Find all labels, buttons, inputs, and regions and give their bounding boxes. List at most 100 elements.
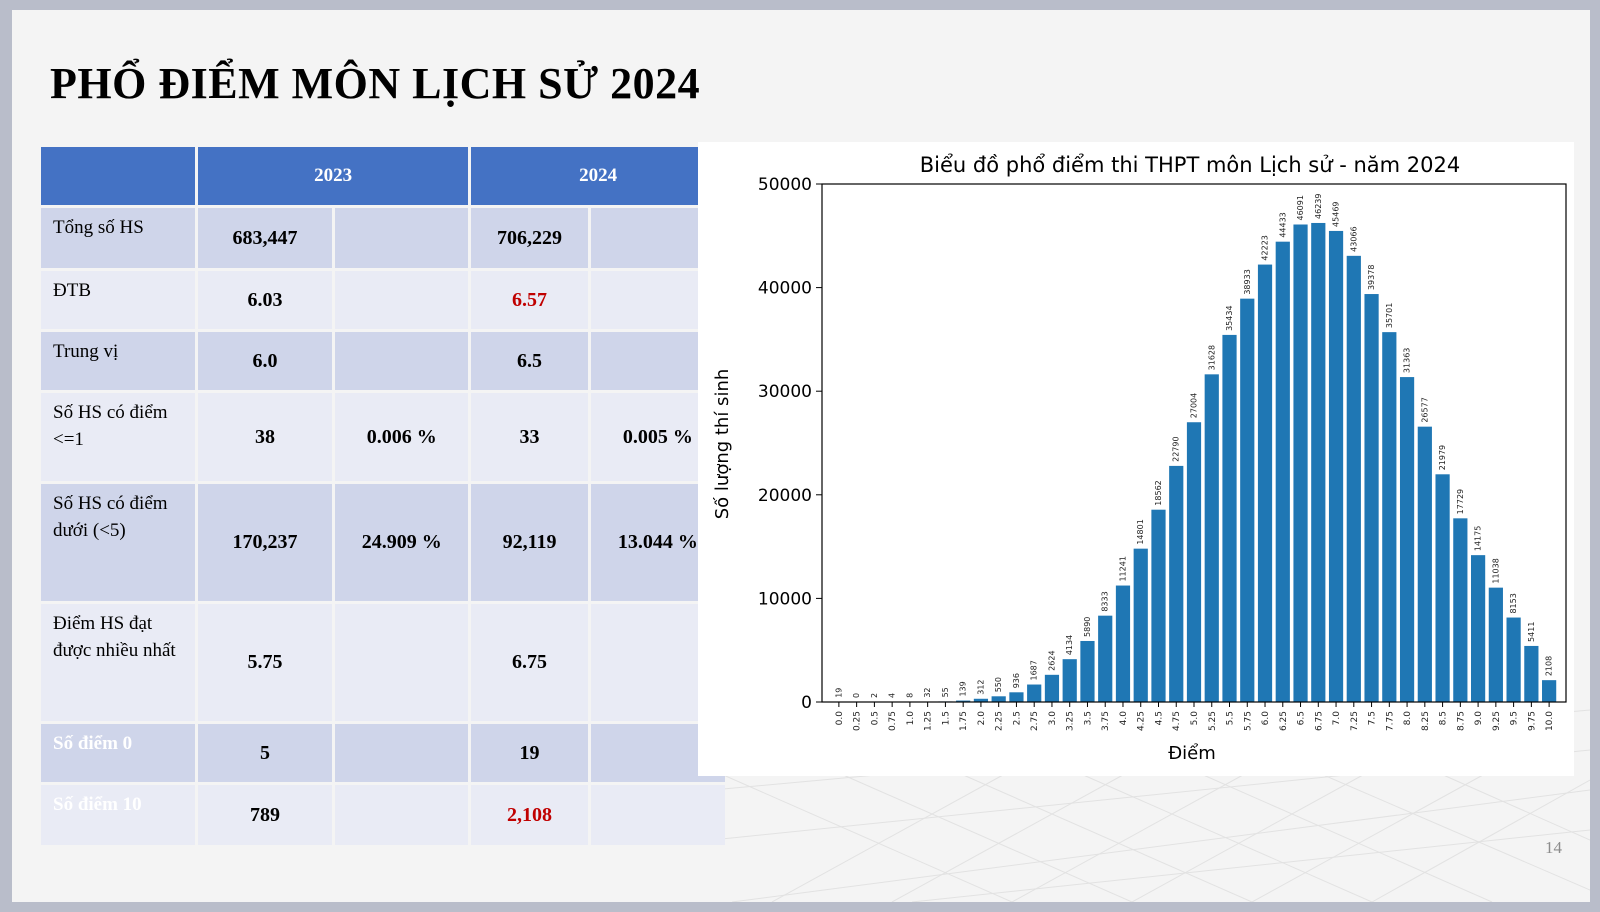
percent-2023 — [335, 332, 469, 390]
value-2023: 38 — [197, 393, 333, 481]
bar-3.0 — [1044, 674, 1060, 702]
x-tick-label: 7.0 — [1332, 711, 1342, 726]
plot-frame — [821, 183, 1567, 703]
x-tick-label: 1.0 — [906, 711, 916, 726]
value-2024: 92,119 — [471, 484, 588, 601]
bar-3.5 — [1080, 640, 1095, 702]
bar-value-label: 39378 — [1367, 265, 1376, 290]
bar-1.75 — [956, 700, 971, 702]
x-tick-label: 9.75 — [1527, 711, 1537, 731]
bar-value-label: 46239 — [1314, 194, 1323, 219]
percent-2023: 24.909 % — [335, 484, 469, 601]
bars-group — [831, 222, 1557, 702]
percent-2023 — [335, 724, 469, 782]
bar-8.0 — [1399, 377, 1415, 702]
x-tick-label: 2.25 — [995, 711, 1005, 731]
bar-value-label: 1687 — [1030, 660, 1039, 680]
x-tick-label: 7.25 — [1350, 711, 1360, 731]
bar-2.5 — [1009, 692, 1024, 702]
bar-value-label: 139 — [959, 681, 968, 696]
y-tick-label: 40000 — [758, 279, 812, 299]
x-tick-label: 9.0 — [1474, 711, 1484, 726]
row-label: Điểm HS đạt được nhiều nhất — [41, 604, 195, 721]
bar-value-label: 0 — [852, 693, 861, 698]
x-tick-label: 2.0 — [977, 711, 987, 726]
bar-value-label: 26577 — [1420, 397, 1429, 422]
y-axis: 0 10000 20000 30000 40000 50000 — [758, 175, 822, 713]
x-axis-label: Điểm — [1168, 743, 1216, 764]
x-tick-label: 0.25 — [853, 711, 863, 731]
bar-6.75 — [1311, 222, 1326, 702]
x-tick-label: 6.25 — [1279, 711, 1289, 731]
bar-value-label: 550 — [994, 677, 1003, 692]
value-2023: 789 — [197, 785, 333, 845]
bar-4.5 — [1151, 509, 1166, 702]
x-tick-label: 7.75 — [1385, 711, 1395, 731]
header-2023: 2023 — [197, 147, 469, 205]
x-tick-label: 5.25 — [1208, 711, 1218, 731]
chart-panel: Biểu đồ phổ điểm thi THPT môn Lịch sử - … — [698, 142, 1574, 776]
bar-8.25 — [1417, 426, 1432, 702]
x-tick-label: 3.0 — [1048, 711, 1058, 726]
chart-title: Biểu đồ phổ điểm thi THPT môn Lịch sử - … — [920, 153, 1461, 177]
row-label: Số HS có điểm dưới (<5) — [41, 484, 195, 601]
bar-5.0 — [1186, 422, 1202, 702]
bar-value-label: 312 — [976, 679, 985, 694]
percent-2023 — [335, 208, 469, 268]
value-2023: 683,447 — [197, 208, 333, 268]
bar-3.75 — [1098, 615, 1113, 702]
bar-9.25 — [1488, 587, 1503, 702]
bar-value-label: 31363 — [1403, 348, 1412, 373]
bar-5.75 — [1240, 298, 1255, 702]
bar-7.75 — [1382, 332, 1397, 702]
x-tick-label: 0.75 — [888, 711, 898, 731]
value-2024: 6.57 — [471, 271, 588, 329]
x-tick-label: 6.5 — [1297, 711, 1307, 725]
bar-value-label: 44433 — [1278, 212, 1287, 237]
percent-2024 — [590, 785, 725, 845]
bar-value-label: 2 — [870, 693, 879, 698]
bar-8.75 — [1453, 518, 1468, 702]
row-label: Số HS có điểm <=1 — [41, 393, 195, 481]
bar-value-label: 31628 — [1207, 345, 1216, 370]
bar-value-label: 5411 — [1527, 622, 1536, 642]
x-tick-label: 3.25 — [1066, 711, 1076, 731]
bar-value-label: 8153 — [1509, 593, 1518, 613]
bar-value-label: 17729 — [1456, 489, 1465, 514]
value-2023: 6.0 — [197, 332, 333, 390]
x-tick-label: 4.5 — [1154, 711, 1164, 725]
bar-value-label: 11038 — [1491, 558, 1500, 583]
bar-value-label: 8 — [905, 693, 914, 698]
value-2023: 5 — [197, 724, 333, 782]
x-tick-label: 7.5 — [1368, 711, 1378, 725]
percent-2023 — [335, 785, 469, 845]
x-tick-label: 8.5 — [1439, 711, 1449, 725]
bar-value-label: 55 — [941, 687, 950, 697]
bar-4.0 — [1115, 585, 1131, 702]
value-2023: 6.03 — [197, 271, 333, 329]
bar-value-label: 32 — [923, 687, 932, 697]
x-tick-label: 10.0 — [1545, 711, 1555, 731]
x-tick-label: 1.5 — [941, 711, 951, 725]
x-tick-label: 6.75 — [1314, 711, 1324, 731]
bar-value-label: 35701 — [1385, 303, 1394, 328]
table-row: Số HS có điểm dưới (<5) 170,237 24.909 %… — [41, 484, 725, 601]
y-axis-label: Số lượng thí sinh — [712, 369, 733, 520]
bar-value-label: 4134 — [1065, 635, 1074, 655]
value-2023: 170,237 — [197, 484, 333, 601]
x-tick-label: 9.5 — [1510, 711, 1520, 725]
bar-value-label: 18562 — [1154, 480, 1163, 505]
bar-5.25 — [1204, 374, 1219, 702]
bar-value-label: 38933 — [1243, 269, 1252, 294]
x-tick-label: 4.25 — [1137, 711, 1147, 731]
x-tick-label: 9.25 — [1492, 711, 1502, 731]
bar-value-label: 22790 — [1172, 436, 1181, 461]
header-2024: 2024 — [471, 147, 725, 205]
bar-value-labels: 19 0 2 4 8 32 55 139 312 550 936 1687 2624 4134 5890 83… — [834, 194, 1553, 698]
bar-3.25 — [1062, 659, 1077, 702]
x-tick-label: 8.75 — [1456, 711, 1466, 731]
table-row: Điểm HS đạt được nhiều nhất 5.75 6.75 — [41, 604, 725, 721]
header-blank — [41, 147, 195, 205]
row-label: Tổng số HS — [41, 208, 195, 268]
bar-value-label: 5890 — [1083, 617, 1092, 637]
